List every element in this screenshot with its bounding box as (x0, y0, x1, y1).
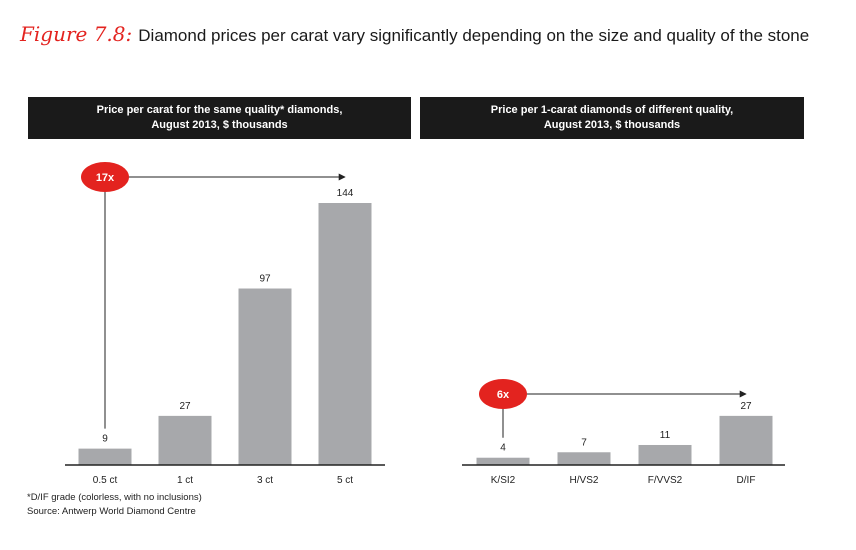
left-bar-3 (318, 203, 372, 465)
left-category-label-2: 3 ct (257, 475, 273, 486)
right-bar-3 (719, 415, 773, 465)
right-bar-value-0: 4 (500, 443, 506, 454)
left-category-label-3: 5 ct (337, 475, 353, 486)
right-bar-0 (476, 457, 530, 465)
right-bar-2 (638, 444, 692, 465)
figure-caption: Diamond prices per carat vary significan… (138, 26, 810, 45)
left-bar-value-1: 27 (179, 401, 191, 412)
figure-heading: Figure 7.8: Diamond prices per carat vary… (20, 22, 809, 46)
source-note: Source: Antwerp World Diamond Centre (27, 506, 196, 517)
right-bar-1 (557, 452, 611, 465)
right-category-label-1: H/VS2 (570, 475, 599, 486)
left-annotation-label: 17x (96, 172, 115, 184)
right-category-label-0: K/SI2 (491, 475, 516, 486)
left-annotation-badge (81, 162, 129, 192)
right-chart-title-line1: Price per 1-carat diamonds of different … (490, 104, 734, 116)
footnote: *D/IF grade (colorless, with no inclusio… (27, 492, 202, 503)
right-bar-value-3: 27 (740, 401, 752, 412)
right-annotation-badge (479, 379, 527, 409)
right-chart-title-line2: August 2013, $ thousands (543, 119, 681, 131)
left-bar-1 (158, 415, 212, 465)
left-chart-title-line2: August 2013, $ thousands (151, 119, 288, 131)
right-annotation-label: 6x (497, 389, 510, 401)
left-bar-0 (78, 448, 132, 465)
left-bar-value-0: 9 (102, 434, 108, 445)
left-bar-2 (238, 288, 292, 465)
right-bar-value-2: 11 (660, 430, 671, 441)
right-chart-title: Price per 1-carat diamonds of different … (420, 97, 804, 139)
left-bar-value-2: 97 (259, 274, 271, 285)
right-bar-value-1: 7 (581, 437, 587, 448)
left-chart-title-line1: Price per carat for the same quality* di… (96, 104, 343, 116)
right-category-label-3: D/IF (737, 475, 756, 486)
right-category-label-2: F/VVS2 (648, 475, 683, 486)
figure-label: Figure 7.8: (20, 22, 133, 46)
left-chart-title: Price per carat for the same quality* di… (28, 97, 411, 139)
left-category-label-0: 0.5 ct (93, 475, 118, 486)
left-category-label-1: 1 ct (177, 475, 193, 486)
left-bar-value-3: 144 (337, 188, 354, 199)
